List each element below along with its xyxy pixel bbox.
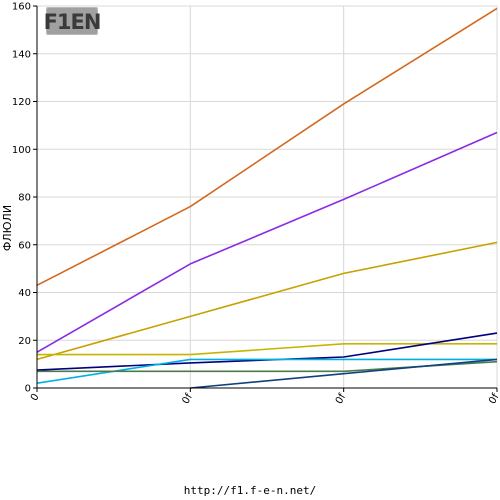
series-line-8 [190, 358, 498, 389]
x-tick-label: 0 [29, 392, 42, 403]
series-line-4 [37, 342, 497, 356]
logo-inner [47, 8, 97, 34]
y-tick-label: 140 [12, 49, 31, 60]
axes [33, 5, 498, 392]
series-lines [36, 7, 498, 389]
y-tick-label: 40 [18, 288, 31, 299]
series-line-5 [36, 332, 498, 371]
y-tick-label: 0 [25, 384, 31, 395]
series-line-2 [36, 131, 498, 353]
y-tick-label: 20 [18, 336, 31, 347]
y-tick-label: 60 [18, 240, 31, 251]
y-tick-label: 100 [12, 145, 31, 156]
series-line-3 [36, 241, 498, 361]
y-tick-label: 80 [18, 193, 31, 204]
logo-text: F1EN [44, 10, 101, 34]
y-tick-labels: 0 20 40 60 80 100 120 140 160 [12, 2, 31, 395]
y-tick-label: 120 [12, 97, 31, 108]
y-tick-label: 160 [12, 2, 31, 13]
x-tick-label: 0f [487, 392, 500, 406]
x-tick-labels: 0 0f 0f 0f [29, 392, 500, 406]
x-tick-label: 0f [180, 392, 195, 406]
x-tick-label: 0f [334, 392, 349, 406]
y-axis-title: ФЛЮЛИ [1, 205, 14, 251]
grid [36, 5, 498, 389]
footer-url: http://f1.f-e-n.net/ [183, 484, 317, 497]
series-line-1 [36, 7, 498, 287]
logo: F1EN [44, 7, 101, 35]
